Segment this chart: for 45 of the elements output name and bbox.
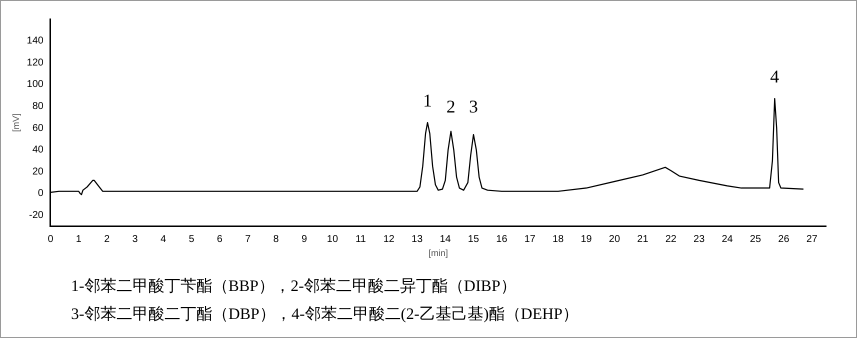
y-tick-label: 100: [26, 79, 44, 90]
x-tick-label: 27: [806, 234, 818, 245]
x-tick-label: 9: [302, 234, 308, 245]
x-tick-label: 24: [722, 234, 734, 245]
x-tick-label: 17: [524, 234, 536, 245]
y-tick-label: 0: [38, 188, 44, 200]
annotation: 3: [468, 96, 478, 116]
x-tick-label: 3: [132, 234, 138, 245]
x-tick-label: 4: [160, 234, 167, 245]
x-tick-label: 26: [778, 234, 790, 245]
y-tick-label: 140: [26, 36, 44, 47]
x-tick-label: 25: [750, 234, 762, 245]
x-tick-label: 14: [440, 234, 452, 245]
x-tick-label: 0: [48, 234, 54, 245]
text: 3-邻苯二甲酸二丁酯（DBP），4-邻苯二甲酸二(2-乙基己基)酯（DEHP）: [71, 304, 579, 325]
x-tick-label: 19: [580, 234, 592, 245]
x-tick-label: 21: [637, 234, 649, 245]
x-tick-label: 18: [552, 234, 564, 245]
annotation: 4: [770, 66, 780, 86]
x-tick-label: 12: [383, 234, 395, 245]
x-tick-label: 10: [326, 234, 338, 245]
x-tick-label: 7: [245, 234, 252, 245]
x-tick-label: 2: [104, 234, 110, 245]
x-tick-label: 22: [665, 234, 677, 245]
x-tick-label: 20: [608, 234, 620, 245]
annotation: 2: [446, 96, 456, 116]
x-tick-label: 23: [694, 234, 706, 245]
y-tick-label: 60: [32, 122, 44, 134]
y-tick-label: 20: [32, 166, 44, 178]
x-tick-label: 8: [273, 234, 280, 245]
x-tick-label: 11: [355, 234, 366, 245]
x-tick-label: 13: [412, 234, 424, 245]
x-tick-label: 6: [216, 234, 223, 245]
x-axis-title: [min]: [428, 248, 448, 258]
y-tick-label: 80: [32, 100, 44, 112]
x-tick-label: 15: [468, 234, 480, 245]
x-tick-label: 16: [496, 234, 508, 245]
text: 1-邻苯二甲酸丁苄酯（BBP），2-邻苯二甲酸二异丁酯（DIBP）: [71, 276, 518, 297]
annotation: 1: [423, 90, 432, 110]
y-tick-label: 120: [26, 57, 44, 68]
y-tick-label: 40: [32, 144, 44, 156]
x-tick-label: 1: [76, 234, 82, 245]
y-axis-title: [mV]: [10, 113, 21, 132]
x-tick-label: 5: [188, 234, 195, 245]
y-tick-label: -20: [29, 210, 44, 222]
